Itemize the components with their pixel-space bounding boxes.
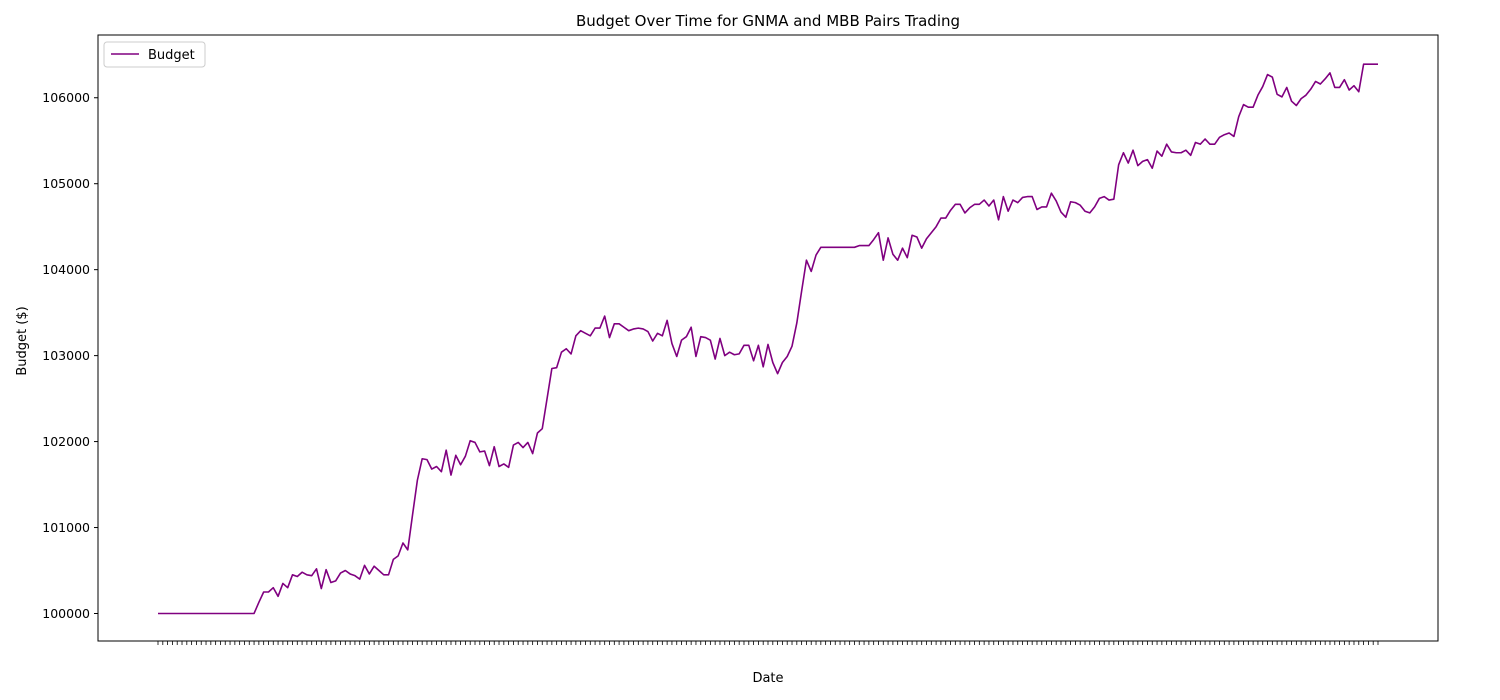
budget-series-line xyxy=(158,63,1378,615)
y-tick-label: 104000 xyxy=(42,262,90,277)
chart-title: Budget Over Time for GNMA and MBB Pairs … xyxy=(576,12,960,30)
y-axis-ticks: 100000 101000 102000 103000 104000 105000 1060… xyxy=(42,90,98,621)
y-tick-label: 101000 xyxy=(42,520,90,535)
legend-label-budget: Budget xyxy=(148,48,195,63)
plot-frame xyxy=(97,34,1439,642)
y-tick-label: 106000 xyxy=(42,90,90,105)
x-axis-ticks xyxy=(157,641,1379,645)
y-tick-label: 105000 xyxy=(42,176,90,191)
legend-box xyxy=(103,41,206,68)
y-tick-label: 102000 xyxy=(42,434,90,449)
y-tick-label: 100000 xyxy=(42,606,90,621)
y-axis-label: Budget ($) xyxy=(15,306,30,375)
legend: Budget xyxy=(103,41,206,68)
y-tick-label: 103000 xyxy=(42,348,90,363)
x-axis-label: Date xyxy=(752,671,783,686)
